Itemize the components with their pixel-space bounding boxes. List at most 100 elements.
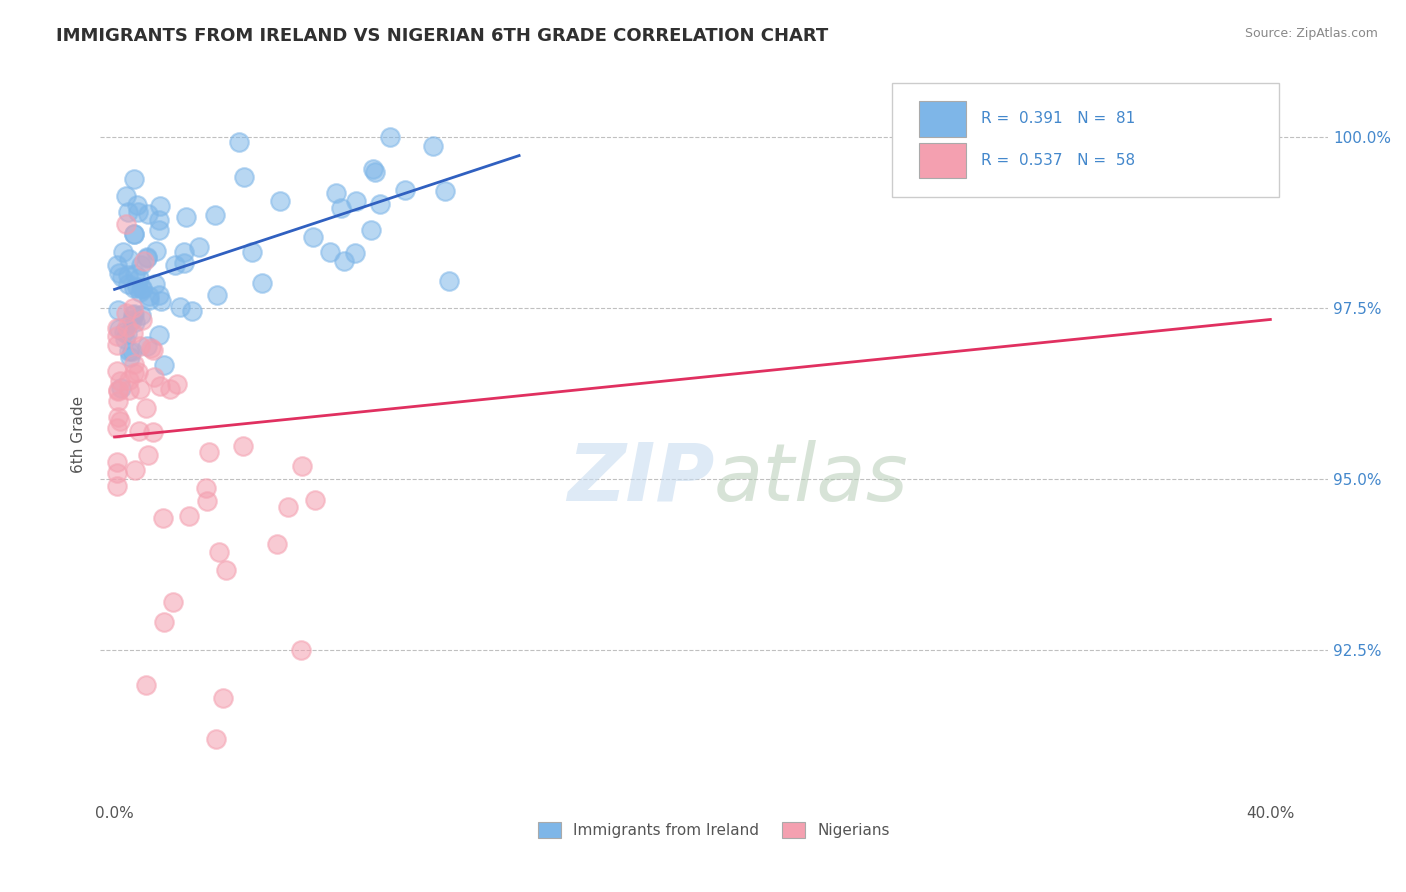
Point xyxy=(240,244,263,259)
Text: IMMIGRANTS FROM IRELAND VS NIGERIAN 6TH GRADE CORRELATION CHART: IMMIGRANTS FROM IRELAND VS NIGERIAN 6TH … xyxy=(56,27,828,45)
Point xyxy=(149,379,172,393)
Point xyxy=(132,253,155,268)
Point xyxy=(118,344,141,359)
Point xyxy=(179,508,201,523)
Point xyxy=(188,240,211,254)
Point xyxy=(118,373,141,387)
Point xyxy=(360,222,382,236)
Point xyxy=(124,462,146,476)
Point xyxy=(112,325,135,339)
Point xyxy=(344,194,367,208)
Point xyxy=(152,511,174,525)
Point xyxy=(127,365,149,379)
Point xyxy=(215,563,238,577)
Legend: Immigrants from Ireland, Nigerians: Immigrants from Ireland, Nigerians xyxy=(533,816,896,845)
Point xyxy=(232,439,254,453)
Point xyxy=(181,303,204,318)
Point xyxy=(121,301,143,315)
Point xyxy=(127,205,149,219)
Point xyxy=(131,282,153,296)
Point xyxy=(290,643,312,657)
Point xyxy=(117,320,139,334)
Point xyxy=(136,250,159,264)
Point xyxy=(107,409,129,424)
Bar xyxy=(920,102,966,136)
Point xyxy=(233,169,256,184)
Point xyxy=(343,246,366,260)
Point xyxy=(332,253,354,268)
Point xyxy=(107,393,129,408)
Point xyxy=(115,217,138,231)
Point xyxy=(250,277,273,291)
Point xyxy=(143,277,166,291)
Point xyxy=(127,198,149,212)
Point xyxy=(136,339,159,353)
Point xyxy=(197,493,219,508)
Point xyxy=(138,289,160,303)
Point xyxy=(173,244,195,259)
Point xyxy=(135,251,157,265)
Bar xyxy=(920,144,966,178)
Point xyxy=(165,258,187,272)
Text: R =  0.537   N =  58: R = 0.537 N = 58 xyxy=(980,153,1135,168)
Point xyxy=(325,186,347,200)
Text: Source: ZipAtlas.com: Source: ZipAtlas.com xyxy=(1244,27,1378,40)
Point xyxy=(122,307,145,321)
Point xyxy=(394,183,416,197)
Point xyxy=(122,172,145,186)
Point xyxy=(135,677,157,691)
Point xyxy=(122,281,145,295)
FancyBboxPatch shape xyxy=(893,83,1279,196)
Point xyxy=(128,382,150,396)
Point xyxy=(107,338,129,352)
Point xyxy=(204,207,226,221)
Point xyxy=(148,213,170,227)
Point xyxy=(122,227,145,241)
Point xyxy=(118,252,141,266)
Point xyxy=(107,455,129,469)
Point xyxy=(434,184,457,198)
Point xyxy=(169,301,191,315)
Point xyxy=(142,343,165,358)
Point xyxy=(118,384,141,398)
Point xyxy=(152,358,174,372)
Point xyxy=(129,339,152,353)
Text: atlas: atlas xyxy=(714,440,908,517)
Point xyxy=(121,313,143,327)
Point xyxy=(107,321,129,335)
Point xyxy=(195,481,218,495)
Point xyxy=(110,381,132,395)
Point xyxy=(117,277,139,291)
Point xyxy=(159,382,181,396)
Point xyxy=(114,332,136,346)
Point xyxy=(198,444,221,458)
Point xyxy=(269,194,291,209)
Point xyxy=(361,162,384,177)
Point xyxy=(153,615,176,629)
Point xyxy=(108,375,131,389)
Point xyxy=(131,281,153,295)
Point xyxy=(107,384,129,398)
Point xyxy=(131,312,153,326)
Point xyxy=(129,258,152,272)
Point xyxy=(124,267,146,281)
Point xyxy=(150,293,173,308)
Point xyxy=(277,500,299,514)
Point xyxy=(128,424,150,438)
Point xyxy=(135,401,157,416)
Point xyxy=(139,341,162,355)
Point xyxy=(107,383,129,397)
Point xyxy=(304,492,326,507)
Point xyxy=(149,199,172,213)
Point xyxy=(143,369,166,384)
Point xyxy=(127,280,149,294)
Point xyxy=(120,351,142,365)
Point xyxy=(115,327,138,342)
Point xyxy=(148,223,170,237)
Point xyxy=(142,425,165,439)
Point xyxy=(138,207,160,221)
Point xyxy=(138,448,160,462)
Point xyxy=(115,189,138,203)
Point xyxy=(266,537,288,551)
Point xyxy=(108,414,131,428)
